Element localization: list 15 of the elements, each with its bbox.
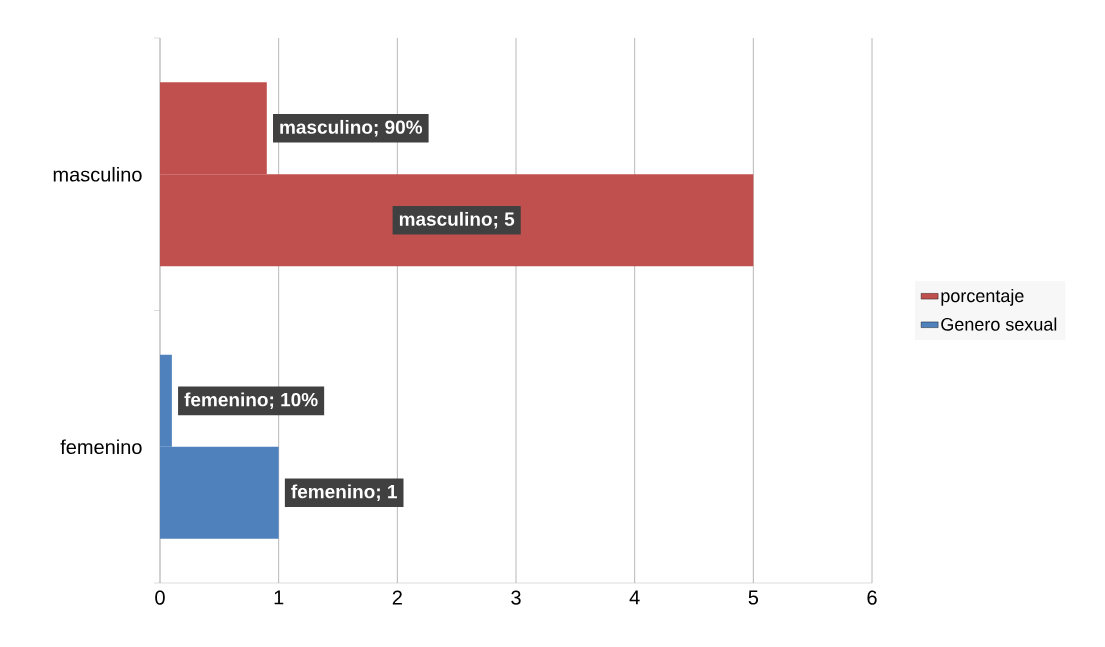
x-tick-label: 0 [155,590,165,605]
x-tick-label: 2 [392,590,402,605]
data-label: masculino; 90% [280,119,423,137]
x-tick-label: 1 [274,590,284,605]
data-label: masculino; 5 [399,211,515,229]
y-tick-label: femenino [60,439,142,455]
x-tick-label: 4 [629,590,640,605]
data-label: femenino; 10% [184,392,318,410]
data-label: femenino; 1 [291,484,397,502]
x-tick-label: 5 [748,590,759,605]
x-tick-label: 6 [867,590,877,605]
x-tick-label: 3 [511,590,521,605]
legend-label: Genero sexual [941,317,1057,331]
y-tick-label: masculino [53,166,142,182]
legend-label: porcentaje [941,288,1024,306]
